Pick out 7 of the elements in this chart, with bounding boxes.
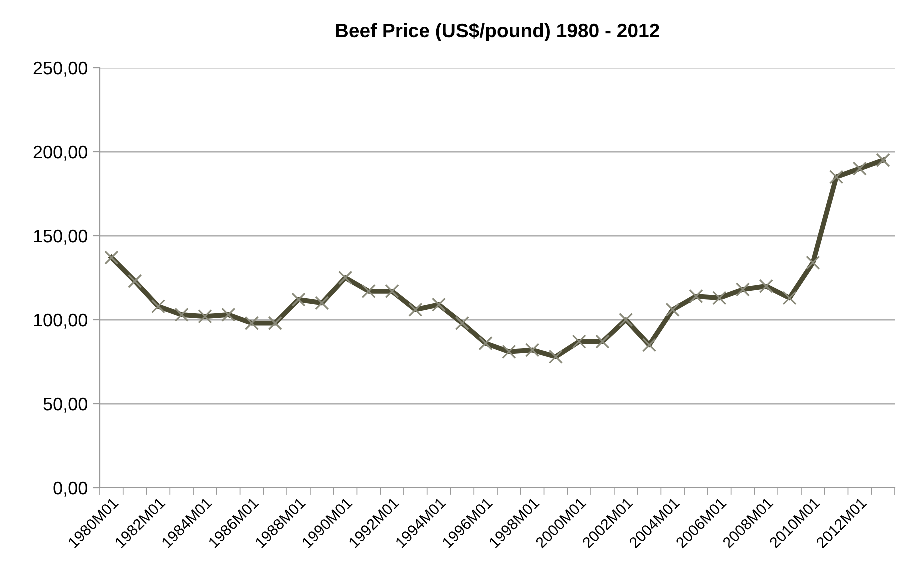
y-tick-label: 0,00 [54, 482, 88, 497]
y-tick-label: 100,00 [34, 314, 88, 329]
y-tick-label: 150,00 [34, 230, 88, 245]
y-tick-label: 200,00 [34, 146, 88, 161]
chart-title: Beef Price (US$/pound) 1980 - 2012 [336, 23, 660, 42]
y-tick-label: 250,00 [34, 62, 88, 77]
y-tick-label: 50,00 [44, 398, 88, 413]
